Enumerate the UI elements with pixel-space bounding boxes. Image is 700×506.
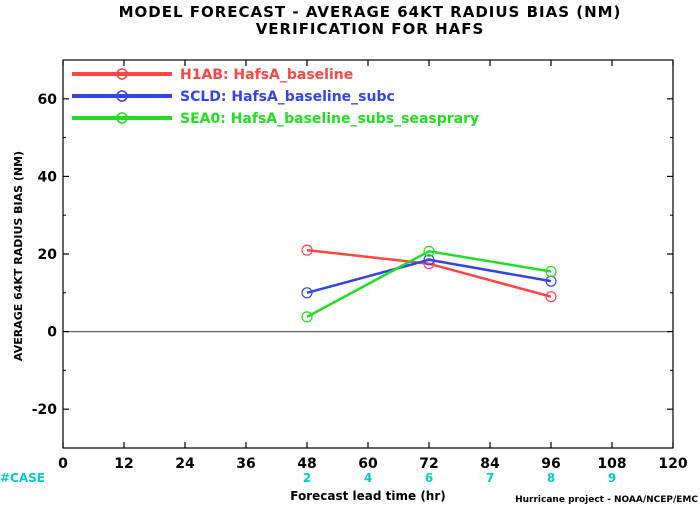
legend-marker [116, 68, 128, 80]
legend-label: SEA0: HafsA_baseline_subs_seasprary [180, 111, 479, 127]
x-tick-label: 12 [114, 456, 133, 472]
x-tick-label: 120 [658, 456, 687, 472]
chart-subtitle: VERIFICATION FOR HAFS [256, 20, 485, 38]
data-point [301, 287, 313, 299]
x-axis-label: Forecast lead time (hr) [290, 489, 446, 503]
series-line-1 [306, 258, 552, 295]
case-count: 8 [547, 471, 555, 485]
y-tick-label: 20 [38, 247, 58, 263]
legend-marker [116, 90, 128, 102]
data-point [423, 245, 435, 257]
x-tick-label: 60 [358, 456, 378, 472]
x-tick-label: 96 [541, 456, 560, 472]
data-point [423, 254, 435, 266]
x-tick-label: 24 [175, 456, 195, 472]
case-count: 2 [303, 471, 311, 485]
credit-text: Hurricane project - NOAA/NCEP/EMC [515, 495, 698, 505]
y-tick-label: 60 [38, 92, 58, 108]
y-tick-label: 40 [38, 169, 58, 185]
x-tick-label: 72 [419, 456, 438, 472]
case-count: 7 [486, 471, 494, 485]
legend-label: SCLD: HafsA_baseline_subc [180, 89, 395, 105]
case-count-row: #CASE 2 4 6 7 8 9 [0, 471, 616, 485]
y-axis: -20 0 20 40 60 [32, 59, 673, 449]
data-point [301, 311, 313, 323]
legend: H1AB: HafsA_baseline SCLD: HafsA_baseline… [72, 67, 479, 127]
x-tick-label: 84 [480, 456, 500, 472]
y-tick-label: -20 [32, 402, 58, 418]
case-count: 9 [608, 471, 616, 485]
x-axis: 0 12 24 36 48 60 72 84 96 108 120 [58, 60, 688, 472]
x-tick-label: 36 [236, 456, 255, 472]
y-tick-label: 0 [47, 325, 57, 341]
legend-marker [116, 112, 128, 124]
case-count: 4 [364, 471, 372, 485]
x-tick-label: 108 [597, 456, 626, 472]
x-tick-label: 48 [297, 456, 316, 472]
series-line-2 [306, 249, 552, 318]
y-axis-label: AVERAGE 64KT RADIUS BIAS (NM) [12, 151, 25, 361]
case-label: #CASE [0, 471, 45, 485]
data-point [301, 244, 313, 256]
series-line-0 [306, 248, 552, 298]
series-layer [301, 244, 557, 323]
x-tick-label: 0 [58, 456, 68, 472]
chart-title: MODEL FORECAST - AVERAGE 64KT RADIUS BIA… [119, 3, 622, 21]
case-count: 6 [425, 471, 433, 485]
data-point [545, 291, 557, 303]
data-point [545, 265, 557, 278]
legend-label: H1AB: HafsA_baseline [180, 67, 353, 83]
